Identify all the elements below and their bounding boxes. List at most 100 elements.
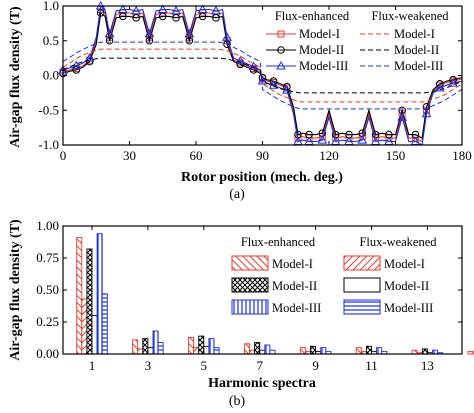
legend-swatch <box>343 299 381 315</box>
data-point <box>172 14 180 22</box>
legend-swatch <box>343 277 381 293</box>
bar-model-i-enhanced <box>76 237 83 355</box>
y-tick-label: 0.5 <box>43 33 59 48</box>
legend-label: Model-II <box>394 43 439 57</box>
bar-model-iii-enhanced <box>152 330 159 355</box>
chart-b-x-axis-label: Harmonic spectra <box>208 376 316 391</box>
x-tick-label: 90 <box>256 148 269 163</box>
y-tick-label: 1.0 <box>43 0 59 13</box>
data-point <box>145 36 154 45</box>
chart-a: Air-gap flux density (T) 0 30 60 90 120 150 18… <box>8 0 472 202</box>
data-point <box>184 28 195 38</box>
data-point <box>421 108 432 118</box>
data-point <box>436 80 444 88</box>
x-tick-label: 0 <box>60 148 67 163</box>
bar-model-i-enhanced <box>355 347 362 355</box>
chart-a-caption: (a) <box>229 187 245 202</box>
y-tick-label: 1.00 <box>36 218 59 233</box>
data-point <box>144 28 155 38</box>
data-point <box>222 32 232 41</box>
x-tick-label: 150 <box>386 148 406 163</box>
data-point <box>269 77 278 85</box>
x-tick-label: 180 <box>452 148 472 163</box>
x-tick-label: 3 <box>145 358 152 373</box>
legend-swatch <box>231 255 269 271</box>
chart-b-plot-area: 135791113150.000.250.500.751.00Flux-enha… <box>36 218 474 373</box>
legend-label: Model-I <box>299 27 340 41</box>
y-tick-label: 0.00 <box>36 346 59 361</box>
data-point <box>198 12 207 21</box>
bar-model-ii-enhanced <box>365 345 372 355</box>
data-point <box>132 14 140 22</box>
data-point <box>212 14 220 22</box>
legend-label: Model-II <box>384 279 429 293</box>
chart-a-x-axis-label: Rotor position (mech. deg.) <box>181 170 343 185</box>
legend-label: Model-II <box>272 279 317 293</box>
legend-label: Model-III <box>384 301 433 315</box>
legend-header: Flux-enhanced <box>241 235 316 249</box>
data-point <box>131 5 142 15</box>
bar-model-iii-weakened <box>157 342 164 355</box>
data-point <box>84 53 95 62</box>
bar-model-ii-weakened <box>91 315 98 355</box>
x-tick-label: 7 <box>256 358 263 373</box>
data-point <box>197 4 208 13</box>
bar-model-ii-enhanced <box>86 248 93 355</box>
legend-header: Flux-enhanced <box>275 9 350 23</box>
bar-model-iii-enhanced <box>320 347 327 355</box>
legend-label: Model-I <box>384 257 425 271</box>
y-tick-label: -0.5 <box>38 102 59 117</box>
legend-swatch <box>343 255 381 271</box>
bar-model-ii-enhanced <box>421 348 428 355</box>
data-point <box>248 61 259 70</box>
data-point <box>397 112 408 121</box>
x-tick-label: 5 <box>201 358 208 373</box>
chart-a-legend: Flux-enhanced Flux-weakened Model-I Model-I… <box>266 9 449 73</box>
bar-model-iii-enhanced <box>208 338 215 355</box>
data-point <box>72 66 81 74</box>
legend-swatch <box>231 299 269 315</box>
y-tick-label: 0.75 <box>36 250 59 265</box>
legend-label: Model-I <box>272 257 313 271</box>
data-point <box>158 12 167 21</box>
bar-model-i-weakened <box>193 347 200 355</box>
legend-label: Model-II <box>299 43 344 57</box>
bar-model-i-weakened <box>81 298 88 355</box>
data-point <box>268 80 279 89</box>
bar-model-iii-weakened <box>101 293 108 355</box>
data-point <box>448 78 458 87</box>
data-point <box>117 4 128 13</box>
legend-label: Model-III <box>299 59 348 73</box>
bar-model-ii-enhanced <box>198 335 205 355</box>
legend-label: Model-III <box>394 59 443 73</box>
bar-model-i-enhanced <box>132 339 139 355</box>
bar-model-i-enhanced <box>188 336 195 355</box>
bar-model-iii-enhanced <box>264 344 271 355</box>
bar-model-ii-enhanced <box>142 338 149 355</box>
data-point <box>185 36 194 45</box>
y-tick-label: -1.0 <box>38 137 59 152</box>
bar-model-iii-enhanced <box>96 233 103 355</box>
series-line-model-iii-weakened <box>62 41 463 110</box>
bar-model-i-enhanced <box>243 343 250 355</box>
bar-model-ii-enhanced <box>254 342 261 355</box>
chart-a-plot-area: 0 30 60 90 120 150 180 -1.0 -0.5 0.0 0.5 1.0 Flux-en… <box>38 0 471 163</box>
legend-label: Model-I <box>394 27 435 41</box>
y-tick-label: 0.50 <box>36 282 59 297</box>
bar-model-i-enhanced <box>467 350 474 355</box>
bar-model-iii-enhanced <box>376 347 383 355</box>
data-point <box>171 5 181 15</box>
x-tick-label: 120 <box>319 148 339 163</box>
legend-header: Flux-weakened <box>371 9 449 23</box>
chart-b-legend: Flux-enhanced Flux-weakened Model-I Model-I… <box>231 235 437 315</box>
y-tick-label: 0.0 <box>43 68 59 83</box>
legend-marker <box>276 60 286 70</box>
x-tick-label: 60 <box>190 148 203 163</box>
bar-model-ii-weakened <box>147 347 154 355</box>
x-tick-label: 13 <box>421 358 434 373</box>
bar-model-ii-enhanced <box>310 345 317 355</box>
chart-b-y-axis-label: Air-gap flux density (T) <box>8 219 23 361</box>
legend-marker <box>277 46 285 54</box>
data-point <box>104 28 115 38</box>
